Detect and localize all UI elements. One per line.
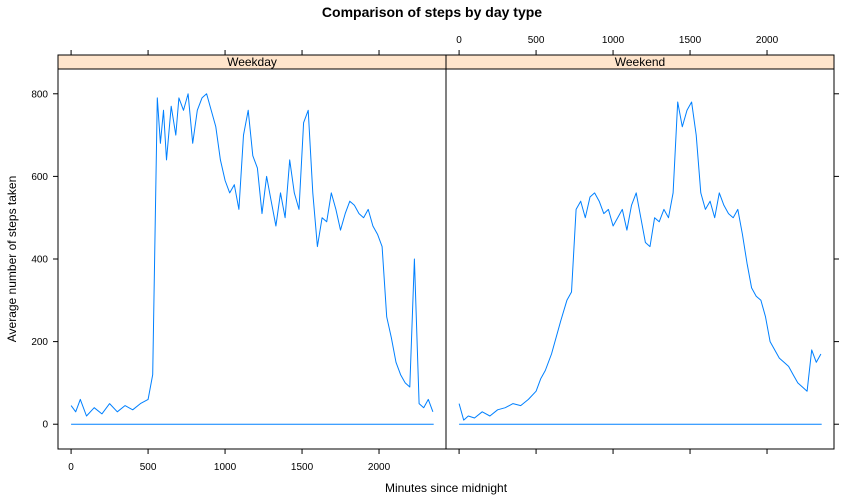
- ticks-layer: 0 0 500 500 1000 1000 1500 1500 2000 2000 0 200 400 6…: [31, 35, 839, 473]
- left-tick-label: 600: [31, 172, 48, 183]
- bottom-tick-label: 500: [140, 462, 157, 473]
- strip-label-weekend: Weekend: [615, 55, 665, 69]
- panel-weekday-frame: [57, 68, 447, 450]
- top-tick-label: 1500: [679, 35, 702, 46]
- panel-weekend-frame: [445, 68, 835, 450]
- bottom-tick-label: 2000: [368, 462, 391, 473]
- left-tick-label: 800: [31, 89, 48, 100]
- left-tick-label: 200: [31, 337, 48, 348]
- bottom-tick-label: 0: [68, 462, 74, 473]
- bottom-tick-label: 1000: [214, 462, 237, 473]
- left-tick-label: 400: [31, 255, 48, 266]
- top-tick-label: 2000: [756, 35, 779, 46]
- series-line-weekday: [70, 93, 434, 417]
- chart-title: Comparison of steps by day type: [322, 4, 542, 20]
- bottom-tick-label: 1500: [291, 462, 314, 473]
- top-tick-label: 500: [528, 35, 545, 46]
- x-axis-label: Minutes since midnight: [385, 481, 508, 495]
- left-tick-label: 0: [42, 420, 48, 431]
- series-layer: [70, 93, 822, 425]
- top-tick-label: 1000: [602, 35, 625, 46]
- strip-label-weekday: Weekday: [227, 55, 277, 69]
- series-line-weekend: [458, 101, 822, 421]
- top-tick-label: 0: [456, 35, 462, 46]
- y-axis-label: Average number of steps taken: [5, 176, 19, 343]
